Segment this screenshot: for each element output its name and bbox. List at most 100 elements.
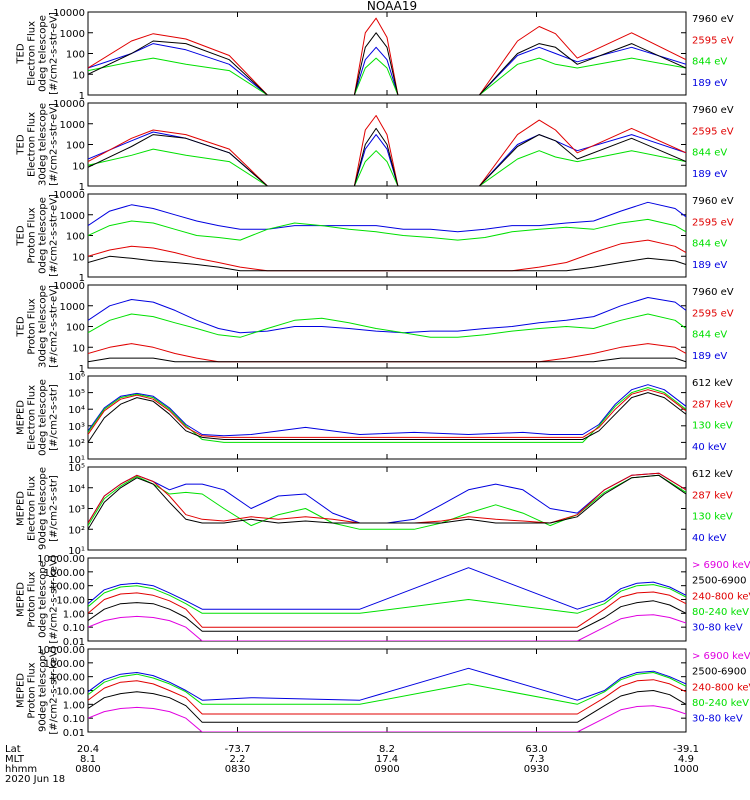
y-tick-label: 10 bbox=[72, 343, 85, 354]
series-line-7960-eV bbox=[88, 255, 686, 272]
footer-value: -73.7 bbox=[225, 744, 251, 755]
y-tick-label: 1 bbox=[79, 91, 85, 102]
series-line-7960-eV bbox=[88, 32, 686, 95]
series-group bbox=[88, 472, 686, 530]
footer-row-label: hhmm bbox=[5, 764, 37, 775]
series-line--6900-keV bbox=[88, 614, 686, 641]
y-axis-label-line: MEPED bbox=[16, 491, 27, 526]
legend-entry: 612 keV bbox=[692, 378, 733, 389]
legend-entry: 40 keV bbox=[692, 442, 726, 453]
series-line-7960-eV bbox=[88, 357, 686, 363]
y-tick-label: 1000 bbox=[60, 120, 85, 131]
series-group bbox=[88, 17, 686, 95]
footer-value: 8.1 bbox=[80, 754, 96, 765]
y-axis-label: MEPED Proton Flux 90deg telescope [#/cm2-s-… bbox=[16, 646, 60, 734]
y-tick-label: 1.00 bbox=[63, 609, 85, 620]
footer: Lat 20.4 -73.7 8.2 63.0 -39.1 MLT 8.1 2.2 17.4 7.3… bbox=[5, 744, 699, 785]
series-line-844-eV bbox=[88, 218, 686, 241]
footer-value: 0930 bbox=[524, 764, 549, 775]
legend-entry: 7960 eV bbox=[692, 287, 734, 298]
series-line-130-keV bbox=[88, 387, 686, 443]
legend-entry: 80-240 keV bbox=[692, 607, 749, 618]
y-axis-label-line: TED bbox=[16, 43, 27, 64]
legend-entry: 40 keV bbox=[692, 533, 726, 544]
series-line-30-80-keV bbox=[88, 567, 686, 610]
series-line--6900-keV bbox=[88, 705, 686, 732]
series-line-7960-eV bbox=[88, 127, 686, 186]
footer-value: 63.0 bbox=[525, 744, 547, 755]
y-axis-label-line: MEPED bbox=[16, 400, 27, 435]
series-line-2500-6900 bbox=[88, 690, 686, 723]
y-tick-label: 10² bbox=[68, 525, 85, 536]
y-tick-label: 10³ bbox=[68, 422, 85, 433]
y-axis-label-line: 0deg telescope bbox=[38, 379, 49, 456]
y-axis-label-line: [#/cm2-s-str-eV] bbox=[49, 194, 60, 277]
y-axis-label-line: 0deg telescope bbox=[38, 561, 49, 638]
y-tick-label: 10000.00 bbox=[37, 554, 85, 565]
series-line-240-800-keV bbox=[88, 679, 686, 715]
series-line-40-keV bbox=[88, 472, 686, 524]
y-axis-label-line: [#/cm2-s-str-keV] bbox=[49, 555, 60, 643]
y-tick-label: 1 bbox=[79, 364, 85, 375]
legend-entry: 30-80 keV bbox=[692, 623, 743, 634]
footer-value: 1000 bbox=[673, 764, 698, 775]
y-axis-label-line: 90deg telescope bbox=[38, 467, 49, 550]
legend-entry: 287 keV bbox=[692, 490, 733, 501]
legend-entry: 189 eV bbox=[692, 351, 727, 362]
legend-entry: > 6900 keV bbox=[692, 560, 750, 571]
y-tick-label: 100 bbox=[66, 232, 85, 243]
y-axis-label-line: Proton Flux bbox=[27, 662, 38, 718]
y-tick-label: 0.01 bbox=[63, 728, 85, 739]
y-tick-label: 10⁶ bbox=[68, 372, 85, 383]
series-line-2500-6900 bbox=[88, 600, 686, 632]
y-tick-label: 10000 bbox=[53, 281, 85, 292]
series-line-2595-eV bbox=[88, 343, 686, 363]
y-tick-label: 100.00 bbox=[50, 673, 85, 684]
y-tick-label: 10.00 bbox=[56, 687, 85, 698]
footer-value: 8.2 bbox=[379, 744, 395, 755]
y-tick-label: 10000.00 bbox=[37, 645, 85, 656]
y-axis-label-line: Electron Flux bbox=[27, 385, 38, 450]
footer-value: -39.1 bbox=[673, 744, 699, 755]
series-line-844-eV bbox=[88, 148, 686, 186]
series-group bbox=[88, 667, 686, 732]
y-axis-label-line: TED bbox=[16, 316, 27, 337]
y-tick-label: 10¹ bbox=[68, 455, 85, 466]
legend-entry: 189 eV bbox=[692, 169, 727, 180]
series-line-189-eV bbox=[88, 297, 686, 334]
y-tick-label: 10² bbox=[68, 438, 85, 449]
y-axis-label-line: Electron Flux bbox=[27, 476, 38, 541]
legend-entry: 844 eV bbox=[692, 148, 727, 159]
footer-row-label: Lat bbox=[5, 744, 21, 755]
y-tick-label: 1 bbox=[79, 273, 85, 284]
series-line-130-keV bbox=[88, 474, 686, 530]
legend-entry: 189 eV bbox=[692, 78, 727, 89]
series-line-287-keV bbox=[88, 472, 686, 524]
y-axis-label-line: Proton Flux bbox=[27, 298, 38, 354]
legend-entry: 130 keV bbox=[692, 512, 733, 523]
y-axis-label-line: 30deg telescope bbox=[38, 103, 49, 186]
y-tick-label: 1.00 bbox=[63, 700, 85, 711]
y-tick-label: 10 bbox=[72, 70, 85, 81]
y-axis-label-line: [#/cm2-s-str] bbox=[49, 475, 60, 542]
series-line-844-eV bbox=[88, 57, 686, 95]
figure-title: NOAA19 bbox=[367, 0, 417, 13]
y-tick-label: 100.00 bbox=[50, 582, 85, 593]
y-axis-label-line: 90deg telescope bbox=[38, 649, 49, 732]
y-axis-label-line: Electron Flux bbox=[27, 21, 38, 86]
series-line-40-keV bbox=[88, 384, 686, 437]
y-axis-label-line: 30deg telescope bbox=[38, 285, 49, 368]
series-group bbox=[88, 384, 686, 443]
series-line-189-eV bbox=[88, 131, 686, 186]
y-axis-label-line: MEPED bbox=[16, 582, 27, 617]
y-tick-label: 1000 bbox=[60, 211, 85, 222]
y-axis-label-line: [#/cm2-s-str-keV] bbox=[49, 646, 60, 734]
series-line-612-keV bbox=[88, 392, 686, 443]
series-line-2595-eV bbox=[88, 115, 686, 186]
legend-entry: > 6900 keV bbox=[692, 651, 750, 662]
y-tick-label: 10.00 bbox=[56, 596, 85, 607]
y-tick-label: 10¹ bbox=[68, 546, 85, 557]
